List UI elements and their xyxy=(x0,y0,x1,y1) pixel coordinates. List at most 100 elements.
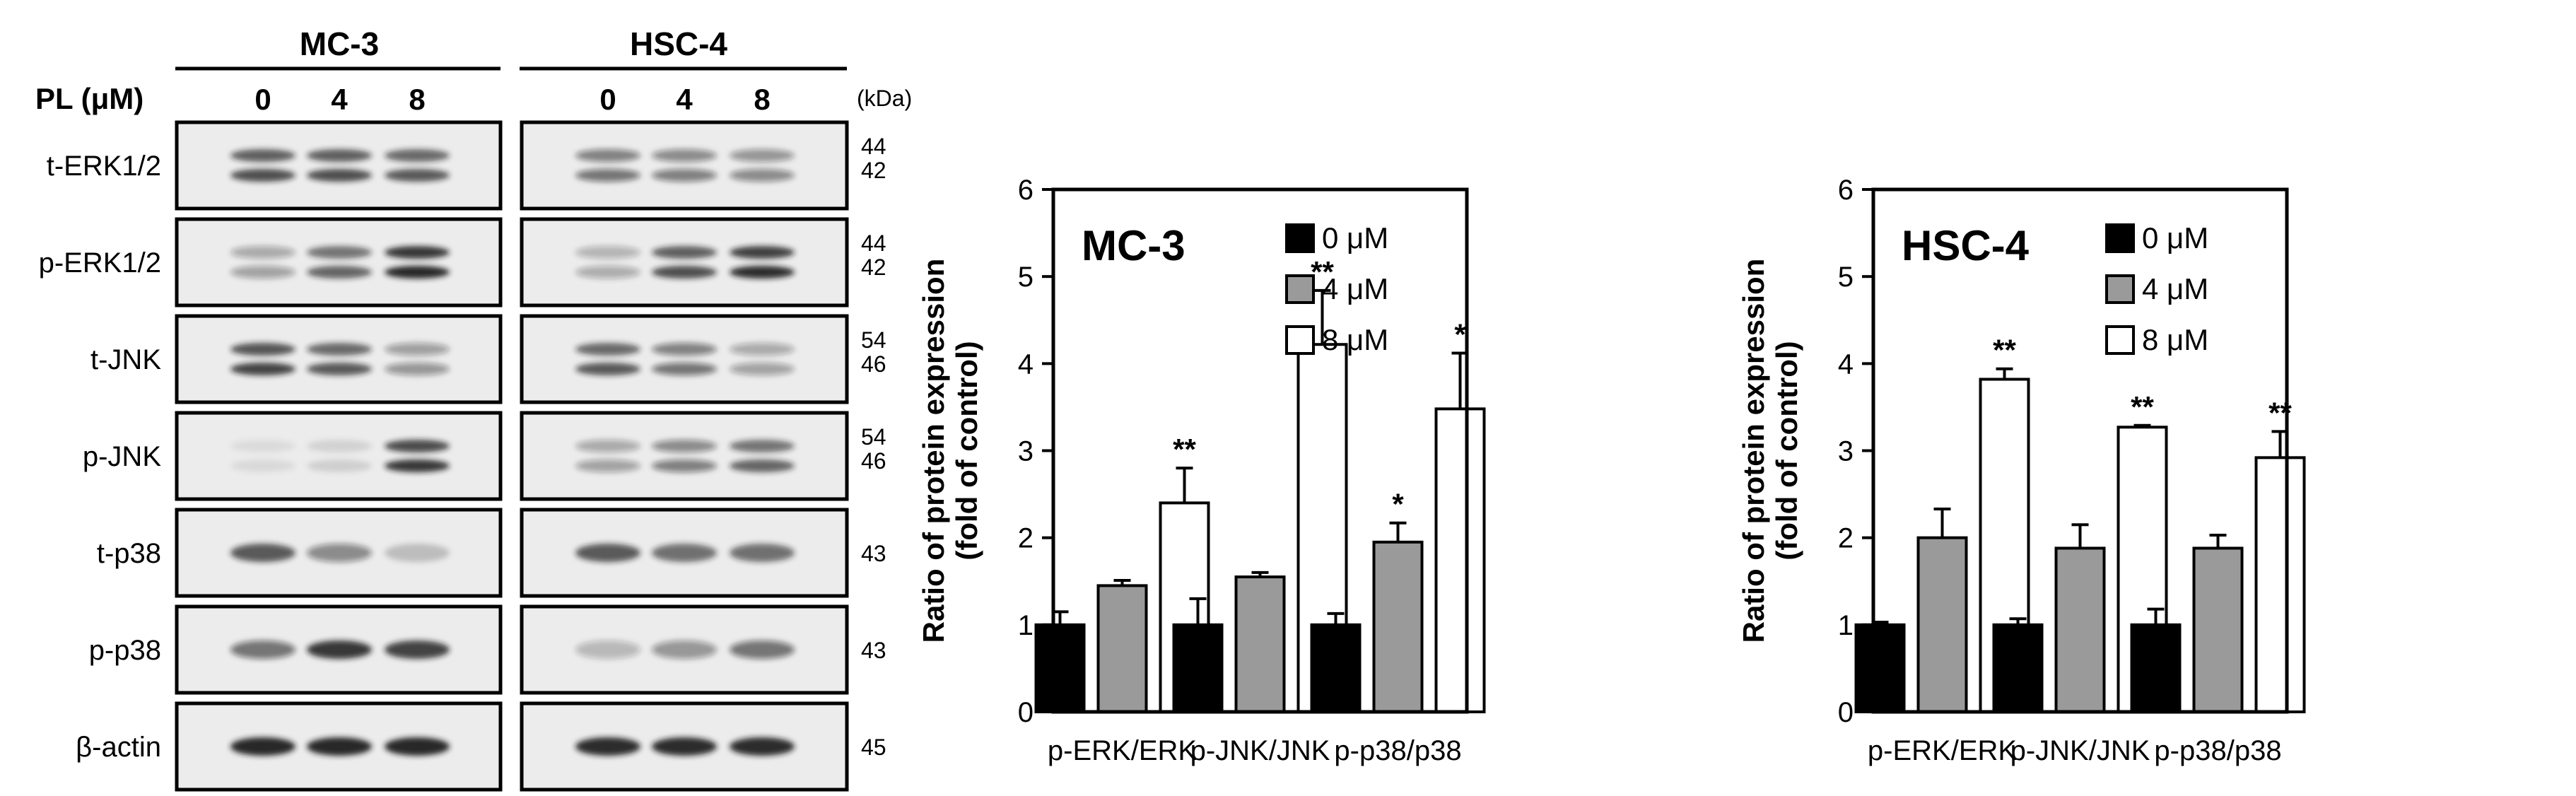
legend-swatch xyxy=(2105,223,2135,253)
blot-band xyxy=(230,460,295,472)
blot-band xyxy=(385,169,450,182)
blot-band xyxy=(307,363,372,375)
blot-band xyxy=(385,266,450,279)
blot-band xyxy=(307,440,372,452)
dose-label-hsc4: 8 xyxy=(754,83,770,116)
blot-band xyxy=(307,460,372,472)
dose-label-mc3: 0 xyxy=(254,83,271,116)
blot-band xyxy=(575,149,640,162)
legend-swatch xyxy=(2105,325,2135,355)
blot-band xyxy=(652,440,717,452)
bar xyxy=(1096,584,1148,713)
blot-band xyxy=(652,460,717,472)
legend-label: 0 μM xyxy=(2142,221,2208,254)
blot-band xyxy=(730,440,795,452)
dose-label-hsc4: 4 xyxy=(676,83,693,116)
blot-band xyxy=(730,149,795,162)
y-tick-label: 4 xyxy=(1018,349,1034,380)
y-tick-label: 2 xyxy=(1018,523,1034,554)
blot-band xyxy=(385,460,450,472)
cell-line-header-mc3: MC-3 xyxy=(300,25,379,62)
blot-band xyxy=(652,544,717,562)
blot-frame-hsc4 xyxy=(520,120,849,211)
plot-frame xyxy=(1871,187,2289,714)
y-tick-label: 1 xyxy=(1018,610,1034,641)
blot-band xyxy=(307,169,372,182)
legend-label: 8 μM xyxy=(1322,323,1388,356)
blot-band xyxy=(307,246,372,259)
bar xyxy=(1434,407,1486,713)
dose-label-mc3: 4 xyxy=(331,83,348,116)
blot-band xyxy=(230,343,295,356)
bar-chart-mc3: Ratio of protein expression (fold of cont… xyxy=(917,175,1486,766)
dose-labels: 0 4 8 0 4 8 xyxy=(254,83,770,116)
blot-frame-hsc4 xyxy=(520,217,849,308)
y-tick-label: 1 xyxy=(1838,610,1854,641)
dose-label-mc3: 8 xyxy=(409,83,425,116)
blot-rows: t-ERK1/24442p-ERK1/24442t-JNK5446p-JNK54… xyxy=(39,120,886,792)
blot-band xyxy=(307,737,372,756)
y-tick-label: 5 xyxy=(1838,262,1854,293)
blot-band xyxy=(307,343,372,356)
blot-band xyxy=(730,544,795,562)
blot-row: β-actin 45 xyxy=(76,701,886,792)
blot-row: p-p38 43 xyxy=(89,604,886,695)
bar xyxy=(2130,623,2182,713)
x-tick-label: p-p38/p38 xyxy=(2154,735,2281,766)
x-tick-label: p-ERK/ERK xyxy=(1868,735,2017,766)
y-axis-label: Ratio of protein expression xyxy=(917,259,950,643)
y-tick-label: 3 xyxy=(1018,436,1034,467)
blot-band xyxy=(385,544,450,562)
blot-band xyxy=(730,246,795,259)
blot-band xyxy=(385,363,450,375)
kda-label: 46 xyxy=(861,448,886,474)
kda-header: (kDa) xyxy=(857,86,912,111)
kda-label: 54 xyxy=(861,327,886,353)
blot-frame-mc3 xyxy=(175,217,503,308)
western-blot-panel: MC-3 HSC-4 PL (μM) 0 4 8 0 4 8 (kDa) t-ERK1/2… xyxy=(35,25,912,792)
dose-label-hsc4: 0 xyxy=(599,83,616,116)
chart-title: MC-3 xyxy=(1082,222,1185,269)
blot-band xyxy=(652,737,717,756)
blot-band xyxy=(652,363,717,375)
blot-band xyxy=(730,363,795,375)
y-tick-label: 6 xyxy=(1018,175,1034,206)
kda-label: 44 xyxy=(861,134,886,159)
legend-swatch xyxy=(2105,274,2135,304)
kda-label: 45 xyxy=(861,734,886,760)
blot-band xyxy=(652,169,717,182)
blot-band xyxy=(230,737,295,756)
blot-band xyxy=(230,169,295,182)
blot-band xyxy=(385,440,450,452)
legend-label: 0 μM xyxy=(1322,221,1388,254)
blot-band xyxy=(652,266,717,279)
blot-band xyxy=(652,246,717,259)
kda-label: 44 xyxy=(861,230,886,256)
bar xyxy=(1854,623,1906,713)
x-tick-label: p-JNK/JNK xyxy=(2010,735,2150,766)
blot-frame-hsc4 xyxy=(520,411,849,501)
y-axis-label-sub: (fold of control) xyxy=(1770,341,1803,560)
blot-band xyxy=(575,246,640,259)
blot-band xyxy=(385,149,450,162)
blot-frame-mc3 xyxy=(175,120,503,211)
bar xyxy=(2192,546,2244,713)
blot-band xyxy=(652,149,717,162)
blot-band xyxy=(575,363,640,375)
blot-band xyxy=(652,640,717,659)
bar xyxy=(1372,540,1424,714)
legend-label: 4 μM xyxy=(1322,272,1388,305)
significance-marker: * xyxy=(1454,318,1466,351)
blot-band xyxy=(575,640,640,659)
blot-band xyxy=(230,149,295,162)
kda-label: 46 xyxy=(861,351,886,377)
blot-row-label: p-ERK1/2 xyxy=(39,247,161,279)
blot-band xyxy=(230,440,295,452)
significance-marker: ** xyxy=(1173,433,1196,466)
blot-band xyxy=(307,640,372,659)
y-tick-label: 2 xyxy=(1838,523,1854,554)
